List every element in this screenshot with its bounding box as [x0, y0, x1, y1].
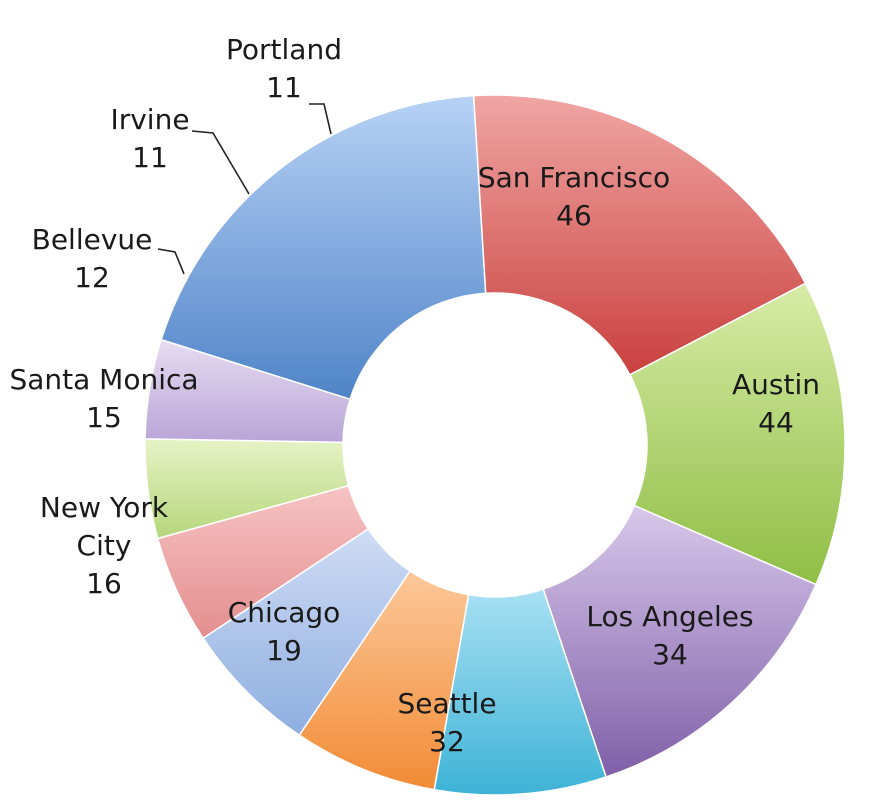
name-chicago: Chicago — [228, 596, 341, 629]
name-portland: Portland — [226, 33, 342, 66]
value-austin: 44 — [758, 406, 794, 439]
slice-labels: San Francisco 46 Austin 44 Los Angeles 34 Seat… — [9, 33, 820, 758]
leader-irvine — [191, 130, 250, 195]
value-bellevue: 12 — [74, 261, 110, 294]
value-irvine: 11 — [132, 141, 168, 174]
name-los-angeles: Los Angeles — [586, 600, 753, 633]
slice-austin — [472, 94, 807, 376]
value-santa-monica: 15 — [86, 401, 122, 434]
leader-lines — [157, 103, 332, 275]
label-chicago: Chicago 19 — [228, 596, 341, 667]
value-chicago: 19 — [266, 634, 302, 667]
name-new-york-city: New York — [40, 491, 169, 524]
leader-bellevue — [157, 248, 185, 275]
label-new-york-city: New York City 16 — [40, 491, 169, 600]
name-new-york-city: City — [77, 529, 132, 562]
value-new-york-city: 16 — [86, 567, 122, 600]
value-san-francisco: 46 — [556, 199, 592, 232]
slice-portland — [144, 338, 351, 444]
label-los-angeles: Los Angeles 34 — [586, 600, 753, 671]
label-bellevue: Bellevue 12 — [32, 223, 153, 294]
name-bellevue: Bellevue — [32, 223, 153, 256]
name-seattle: Seattle — [397, 687, 496, 720]
slice-seattle — [542, 504, 817, 778]
value-portland: 11 — [266, 71, 302, 104]
label-san-francisco: San Francisco 46 — [478, 161, 670, 232]
label-austin: Austin 44 — [732, 368, 820, 439]
donut-slices — [144, 94, 846, 796]
label-irvine: Irvine 11 — [110, 103, 189, 174]
leader-portland — [309, 103, 332, 135]
value-los-angeles: 34 — [652, 638, 688, 671]
name-santa-monica: Santa Monica — [9, 363, 198, 396]
label-santa-monica: Santa Monica 15 — [9, 363, 198, 434]
label-seattle: Seattle 32 — [397, 687, 496, 758]
value-seattle: 32 — [429, 725, 465, 758]
name-irvine: Irvine — [110, 103, 189, 136]
name-austin: Austin — [732, 368, 820, 401]
slice-los-angeles — [628, 282, 846, 586]
label-portland: Portland 11 — [226, 33, 342, 104]
slice-san-francisco — [160, 94, 487, 401]
name-san-francisco: San Francisco — [478, 161, 670, 194]
